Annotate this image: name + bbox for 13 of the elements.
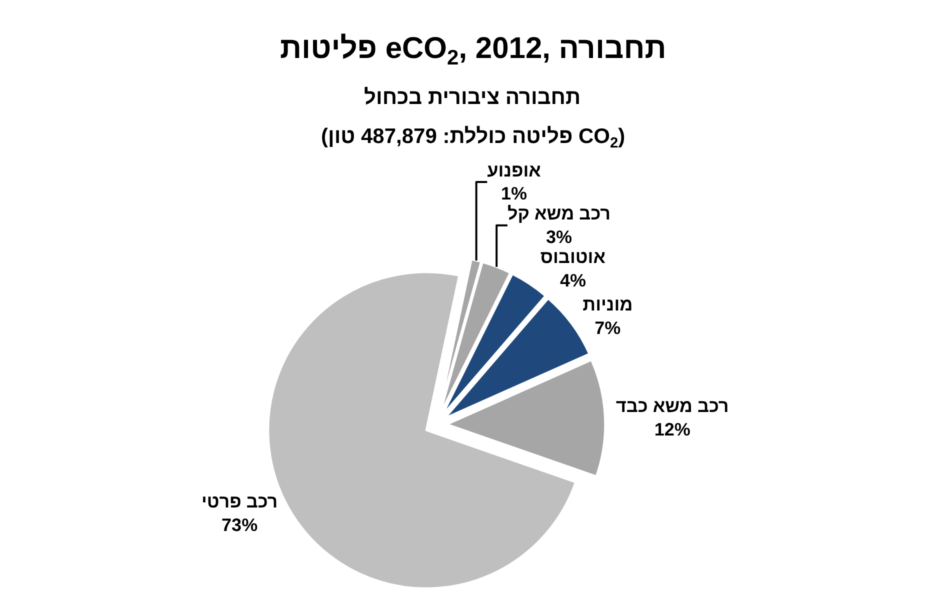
- data-label: 7%: [594, 318, 621, 338]
- slice-label: אופנוע: [487, 160, 541, 180]
- slice-label: רכב משא כבד: [616, 396, 729, 416]
- slice-label: רכב פרטי: [201, 491, 278, 512]
- slice-label: אוטובוס: [540, 247, 606, 268]
- data-label: 3%: [546, 227, 572, 248]
- data-label: 73%: [222, 514, 258, 535]
- slice-label: רכב משא קל: [507, 204, 610, 224]
- data-label: 4%: [560, 270, 586, 291]
- data-label: 12%: [654, 419, 690, 440]
- data-label: 1%: [501, 184, 528, 204]
- slice-label: מוניות: [582, 294, 633, 315]
- chart-subtitle: תחבורה ציבורית בכחול: [364, 86, 581, 109]
